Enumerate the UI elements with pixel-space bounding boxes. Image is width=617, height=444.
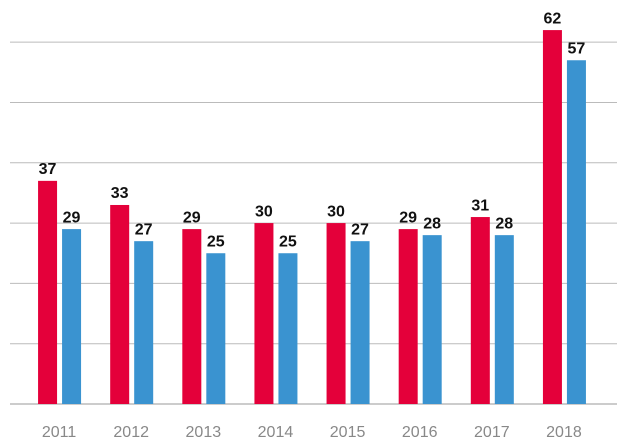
bar xyxy=(326,223,346,404)
bar xyxy=(134,241,154,404)
bar xyxy=(182,229,202,404)
x-tick-label: 2016 xyxy=(402,424,438,441)
bar xyxy=(278,253,298,404)
x-tick-label: 2013 xyxy=(186,424,222,441)
x-tick-label: 2011 xyxy=(42,424,77,441)
bar xyxy=(254,223,274,404)
bar xyxy=(110,204,130,404)
x-tick-label: 2015 xyxy=(330,424,366,441)
bar xyxy=(62,229,82,404)
bar xyxy=(398,229,418,404)
value-label: 25 xyxy=(207,233,225,250)
value-label: 37 xyxy=(39,161,57,178)
value-label: 30 xyxy=(327,203,345,220)
value-label: 29 xyxy=(183,209,201,226)
x-tick-label: 2014 xyxy=(258,424,294,441)
x-tick-label: 2018 xyxy=(546,424,582,441)
x-tick-label: 2012 xyxy=(113,424,149,441)
value-label: 28 xyxy=(495,215,513,232)
value-label: 28 xyxy=(423,215,441,232)
value-label: 27 xyxy=(135,221,153,238)
value-label: 62 xyxy=(544,10,562,27)
bar xyxy=(350,241,370,404)
value-label: 33 xyxy=(111,185,129,202)
bar xyxy=(494,235,514,404)
bar xyxy=(470,217,490,404)
value-label: 31 xyxy=(471,197,489,214)
value-label: 57 xyxy=(568,40,586,57)
value-label: 29 xyxy=(63,209,81,226)
bar xyxy=(38,180,58,404)
value-label: 30 xyxy=(255,203,273,220)
bar xyxy=(566,60,586,404)
value-label: 27 xyxy=(351,221,369,238)
bar xyxy=(422,235,442,404)
bar xyxy=(542,30,562,404)
x-tick-label: 2017 xyxy=(474,424,510,441)
bar xyxy=(206,253,226,404)
value-label: 29 xyxy=(399,209,417,226)
value-label: 25 xyxy=(279,233,297,250)
